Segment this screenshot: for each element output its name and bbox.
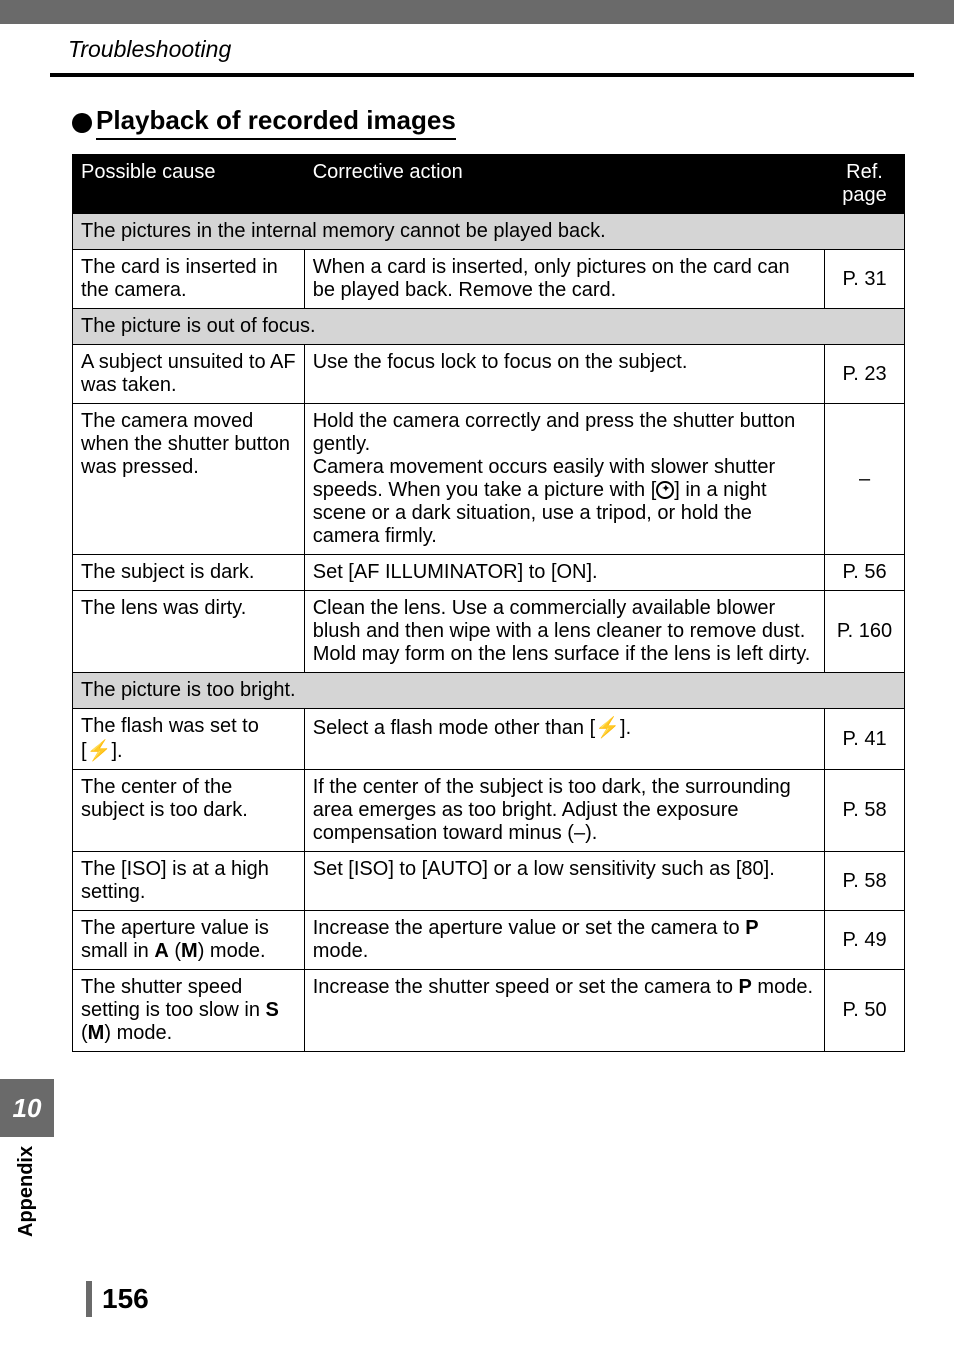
cell-ref: P. 41	[825, 709, 905, 770]
table-row: The aperture value is small in A (M) mod…	[73, 911, 905, 970]
header-ref: Ref. page	[825, 155, 905, 214]
flash-icon: ⚡	[87, 740, 112, 762]
night-scene-icon	[656, 481, 674, 499]
cell-cause: The card is inserted in the camera.	[73, 250, 305, 309]
cell-cause: The center of the subject is too dark.	[73, 770, 305, 852]
cell-ref: P. 56	[825, 555, 905, 591]
cell-cause: The shutter speed setting is too slow in…	[73, 970, 305, 1052]
cell-cause: The subject is dark.	[73, 555, 305, 591]
cell-cause: The [ISO] is at a high setting.	[73, 852, 305, 911]
table-row: The shutter speed setting is too slow in…	[73, 970, 905, 1052]
cell-action: When a card is inserted, only pictures o…	[304, 250, 824, 309]
mode-p: P	[739, 976, 752, 998]
cell-ref: –	[825, 404, 905, 555]
mode-a: A	[154, 940, 168, 962]
table-row: The camera moved when the shutter button…	[73, 404, 905, 555]
table-row: The card is inserted in the camera. When…	[73, 250, 905, 309]
cell-ref: P. 49	[825, 911, 905, 970]
subhead-text: The pictures in the internal memory cann…	[73, 214, 905, 250]
cell-ref: P. 31	[825, 250, 905, 309]
cell-ref: P. 23	[825, 345, 905, 404]
divider	[50, 73, 914, 77]
page-bar-icon	[86, 1281, 92, 1317]
cell-action: Hold the camera correctly and press the …	[304, 404, 824, 555]
breadcrumb: Troubleshooting	[0, 24, 954, 73]
section-heading: Playback of recorded images	[72, 105, 954, 140]
table-row: The lens was dirty. Clean the lens. Use …	[73, 591, 905, 673]
cell-ref: P. 58	[825, 770, 905, 852]
flash-icon: ⚡	[595, 717, 620, 739]
cell-cause: The lens was dirty.	[73, 591, 305, 673]
side-tab-label: Appendix	[15, 1146, 38, 1237]
table-subhead: The picture is out of focus.	[73, 309, 905, 345]
chapter-number: 10	[0, 1079, 54, 1137]
header-action: Corrective action	[304, 155, 824, 214]
page-number-block: 156	[86, 1281, 149, 1317]
troubleshooting-table: Possible cause Corrective action Ref. pa…	[72, 154, 905, 1052]
table-row: A subject unsuited to AF was taken. Use …	[73, 345, 905, 404]
subhead-text: The picture is too bright.	[73, 673, 905, 709]
cell-action: Use the focus lock to focus on the subje…	[304, 345, 824, 404]
cell-action: Increase the shutter speed or set the ca…	[304, 970, 824, 1052]
mode-m: M	[181, 940, 198, 962]
header-cause: Possible cause	[73, 155, 305, 214]
cell-action: If the center of the subject is too dark…	[304, 770, 824, 852]
table-row: The subject is dark. Set [AF ILLUMINATOR…	[73, 555, 905, 591]
cell-action: Select a flash mode other than [⚡].	[304, 709, 824, 770]
top-bar	[0, 0, 954, 24]
page-number: 156	[102, 1283, 149, 1315]
table-header: Possible cause Corrective action Ref. pa…	[73, 155, 905, 214]
table-subhead: The picture is too bright.	[73, 673, 905, 709]
cell-cause: A subject unsuited to AF was taken.	[73, 345, 305, 404]
cell-cause: The camera moved when the shutter button…	[73, 404, 305, 555]
cell-cause: The flash was set to [⚡].	[73, 709, 305, 770]
section-title: Playback of recorded images	[96, 105, 456, 140]
cell-action: Set [AF ILLUMINATOR] to [ON].	[304, 555, 824, 591]
cell-action: Increase the aperture value or set the c…	[304, 911, 824, 970]
cell-action: Set [ISO] to [AUTO] or a low sensitivity…	[304, 852, 824, 911]
mode-p: P	[745, 917, 758, 939]
table-subhead: The pictures in the internal memory cann…	[73, 214, 905, 250]
cell-ref: P. 58	[825, 852, 905, 911]
table-row: The [ISO] is at a high setting. Set [ISO…	[73, 852, 905, 911]
cell-ref: P. 160	[825, 591, 905, 673]
table-row: The flash was set to [⚡]. Select a flash…	[73, 709, 905, 770]
cell-cause: The aperture value is small in A (M) mod…	[73, 911, 305, 970]
subhead-text: The picture is out of focus.	[73, 309, 905, 345]
mode-m: M	[88, 1022, 105, 1044]
mode-s: S	[266, 999, 279, 1021]
table-row: The center of the subject is too dark. I…	[73, 770, 905, 852]
cell-ref: P. 50	[825, 970, 905, 1052]
bullet-icon	[72, 113, 92, 133]
cell-action: Clean the lens. Use a commercially avail…	[304, 591, 824, 673]
